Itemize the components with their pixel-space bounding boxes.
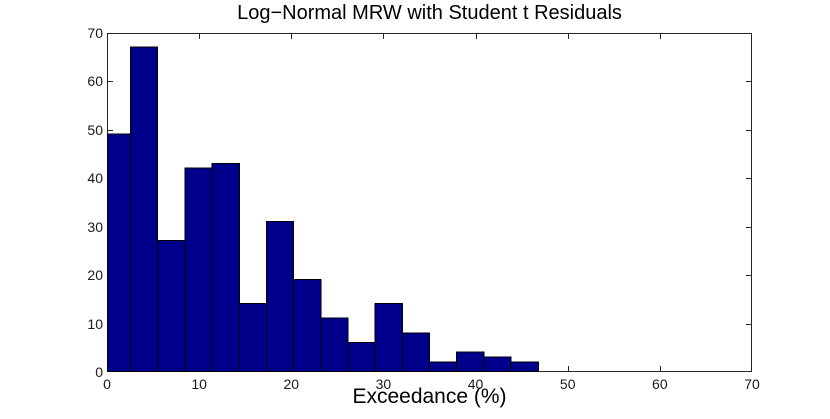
histogram-bar [293,279,322,372]
histogram-bar [483,356,512,372]
histogram-bar [347,341,376,372]
x-tick-label: 20 [283,376,300,392]
histogram-bar [429,361,458,372]
histogram-bar [211,162,240,372]
y-tick-label: 20 [87,267,103,284]
histogram-bar [157,240,186,372]
histogram-plot [107,33,752,372]
x-tick-label: 0 [103,376,111,392]
y-tick-label: 30 [87,218,103,235]
x-tick-label: 30 [375,376,392,392]
y-tick-label: 10 [87,315,103,332]
histogram-bar [374,303,403,372]
histogram-bar [184,167,213,372]
histogram-bar [265,220,295,372]
histogram-bar [456,351,485,372]
histogram-bar [130,46,159,372]
x-tick-label: 50 [559,376,576,392]
x-tick-label: 70 [744,376,760,392]
histogram-bar [320,317,349,372]
histogram-bar [401,332,431,372]
histogram-bar [510,361,539,372]
y-tick-label: 0 [95,364,103,380]
x-axis-label: Exceedance (%) [352,385,507,408]
y-tick-label: 40 [87,170,103,187]
x-tick-label: 10 [191,376,207,392]
y-tick-label: 50 [87,121,103,138]
x-tick-label: 40 [467,376,484,392]
histogram-bar [238,303,268,372]
x-tick-label: 60 [652,376,668,392]
chart-title: Log−Normal MRW with Student t Residuals [237,2,622,24]
histogram-bar [107,133,131,372]
y-tick-label: 70 [87,25,103,41]
y-tick-label: 60 [87,73,103,90]
